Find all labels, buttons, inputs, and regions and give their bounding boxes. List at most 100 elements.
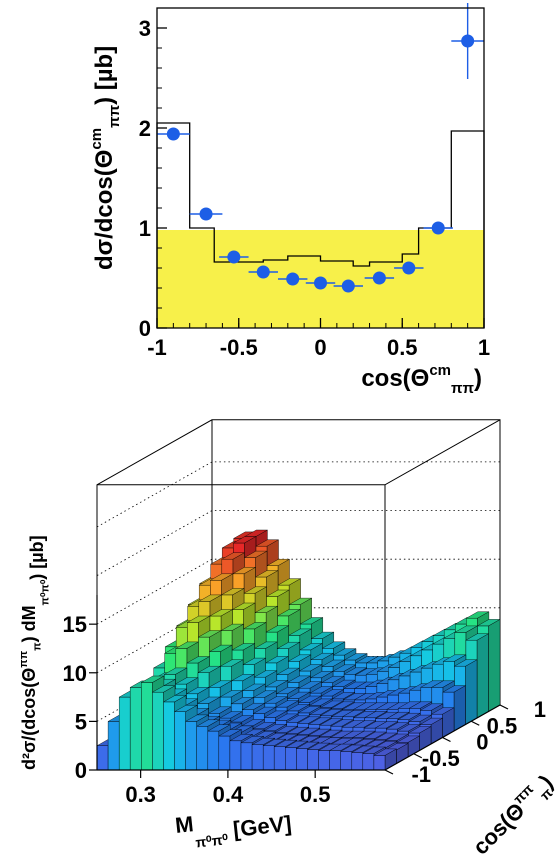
bar-top	[308, 708, 333, 715]
bar-top	[232, 536, 257, 544]
z-tick-label: 0	[75, 758, 87, 783]
data-point	[256, 265, 270, 279]
bar-top	[374, 721, 399, 729]
bar-top	[274, 726, 299, 733]
bar-front	[185, 721, 197, 771]
bar-top	[330, 701, 356, 709]
bar-top	[197, 666, 222, 673]
bar-front	[240, 742, 253, 771]
bar-top	[264, 696, 289, 704]
bar-top	[275, 687, 300, 694]
bar-top	[396, 735, 421, 743]
bar-top	[442, 654, 467, 662]
bar-top	[310, 653, 335, 660]
bar-top	[184, 714, 209, 722]
bar-top	[185, 687, 210, 694]
bar-top	[453, 659, 478, 667]
bar-top	[284, 740, 309, 748]
bar-top	[307, 728, 332, 736]
bar-top	[454, 625, 479, 633]
bar-front	[229, 740, 242, 771]
bar-front	[129, 687, 142, 771]
bar-top	[319, 700, 344, 708]
bar-top	[397, 713, 422, 720]
bar-top	[276, 642, 301, 649]
x-tick-label: 0.4	[213, 782, 244, 807]
bar-top	[331, 679, 356, 687]
bar-front	[285, 747, 297, 771]
bar-top	[362, 731, 388, 739]
bar-top	[343, 667, 368, 675]
bar-top	[328, 743, 353, 751]
step-histogram	[156, 122, 485, 328]
bar-top	[373, 748, 398, 756]
bar-top	[207, 724, 232, 732]
y-tick-label: 0	[139, 316, 151, 341]
bar-top	[243, 550, 268, 558]
angular-distribution-chart: -1 -0.5 0 0.5 1 0 1 2 3 cos(Θcmππ) dσ/dcos(Θcmππ) …	[88, 3, 490, 397]
bar-top	[253, 690, 278, 698]
bar-top	[374, 732, 399, 740]
bar-top	[254, 570, 279, 578]
bar-top	[230, 697, 255, 704]
bar-top	[163, 667, 188, 675]
bar-top	[265, 589, 290, 597]
bar-top	[232, 567, 257, 574]
bar-top	[465, 633, 490, 641]
bar-top	[252, 706, 277, 714]
bar-top	[298, 664, 323, 672]
bar-top	[408, 701, 433, 709]
bar-side	[488, 619, 501, 712]
y-tick-mark	[470, 720, 480, 726]
bar-top	[231, 602, 256, 610]
bar-top	[442, 685, 467, 693]
bar-front	[373, 755, 386, 771]
bar-top	[241, 703, 266, 710]
bar-top	[195, 719, 221, 727]
bar-top	[253, 670, 278, 678]
x-axis-label: Mπ⁰π⁰ [GeV]	[174, 801, 293, 852]
data-point	[372, 271, 386, 285]
bar-top	[218, 711, 244, 719]
bar-top	[263, 724, 288, 731]
x-tick-label: -1	[147, 335, 167, 360]
bar-top	[275, 700, 300, 708]
grid-line	[96, 558, 500, 625]
bar-top	[230, 715, 255, 723]
bar-top	[419, 717, 444, 725]
x-tick-label: 0.5	[300, 782, 331, 807]
bar-top	[309, 671, 334, 678]
bar-top	[343, 653, 368, 661]
bar-front	[207, 730, 220, 771]
bar-top	[175, 641, 200, 649]
bar-top	[287, 675, 312, 683]
bar-top	[262, 739, 287, 746]
data-point	[199, 207, 213, 221]
bar-top	[263, 710, 288, 718]
bar-top	[186, 615, 211, 623]
bar-front	[340, 751, 352, 771]
bar-top	[208, 644, 233, 652]
y-tick-label: 0	[476, 730, 488, 755]
bar-side	[453, 685, 466, 732]
bar-top	[321, 659, 346, 667]
bar-top	[330, 719, 355, 727]
bar-top	[286, 691, 311, 699]
y-tick-label: 1	[139, 216, 151, 241]
bar-top	[219, 659, 244, 667]
bar-side	[476, 633, 489, 719]
bar-top	[296, 716, 321, 724]
bar-top	[251, 738, 276, 745]
bar-top	[208, 680, 233, 688]
bar-top	[332, 664, 357, 672]
bar-top	[407, 726, 432, 734]
bar-top	[207, 706, 232, 714]
bar-top	[186, 656, 211, 664]
z-tick-label: 5	[75, 709, 87, 734]
bar-front	[163, 701, 175, 771]
bar-top	[151, 685, 176, 693]
bar-front	[152, 692, 164, 771]
bar-top	[173, 705, 198, 712]
bar-top	[385, 722, 410, 730]
data-point	[402, 261, 416, 275]
